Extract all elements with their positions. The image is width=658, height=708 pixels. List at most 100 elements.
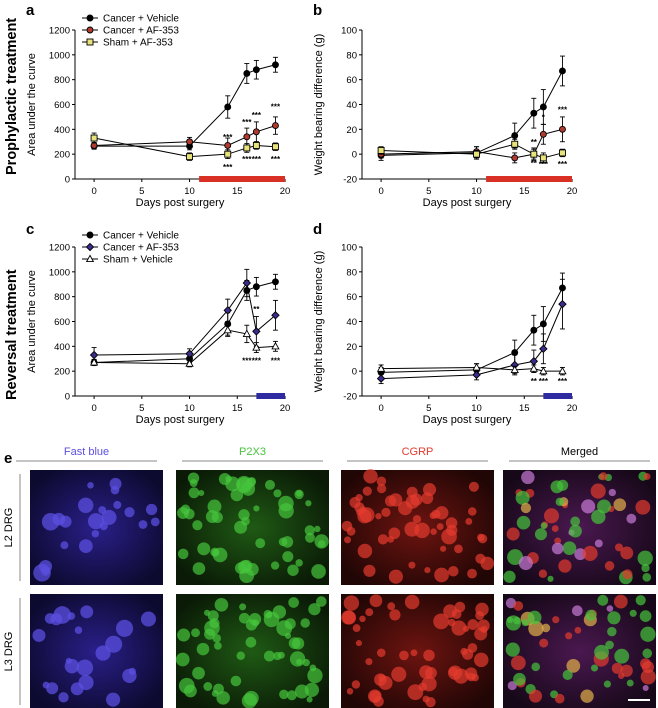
micrograph-cell	[543, 508, 560, 524]
micrograph-cell	[528, 620, 544, 637]
chart-d-xlabel: Days post surgery	[423, 414, 512, 426]
micrograph-cell	[214, 641, 222, 650]
micrograph-cell	[304, 525, 315, 536]
micrograph-cell	[238, 509, 250, 521]
chart-d-data-point	[530, 326, 538, 334]
micrograph-cell	[76, 659, 94, 676]
micrograph-cell	[384, 495, 397, 507]
chart-a-data-point	[224, 103, 232, 111]
micrograph-cell	[177, 628, 191, 642]
chart-b-xtick-label: 20	[567, 186, 578, 197]
micrograph-cell	[352, 624, 361, 632]
micrograph-cell	[101, 509, 117, 525]
micrograph-cell	[211, 511, 223, 523]
micrograph-cell	[407, 684, 424, 701]
micrograph-cell	[359, 506, 367, 514]
micrograph-cell	[207, 499, 222, 514]
chart-a-xtick-label: 20	[280, 186, 291, 197]
chart-a-xtick-label: 15	[232, 186, 243, 197]
micrograph-cell	[408, 561, 416, 569]
micrograph-cell	[245, 636, 257, 648]
chart-a-significance-label: ***	[223, 163, 233, 172]
chart-c-ytick-label: 1000	[49, 267, 70, 278]
chart-a-data-point	[243, 70, 251, 77]
micrograph-cell	[613, 498, 627, 512]
chart-a-data-point	[252, 66, 260, 74]
chart-b-data-point	[559, 67, 566, 75]
chart-c-significance-label: ***	[242, 357, 252, 366]
chart-a-xtick-label: 5	[139, 186, 144, 197]
micrograph-cell	[507, 681, 517, 691]
micrograph-cell	[637, 550, 653, 566]
micrograph-cell	[585, 609, 597, 621]
micrograph-cell	[639, 610, 652, 622]
micrograph-cell	[355, 640, 362, 647]
chart-b-data-point	[377, 146, 385, 154]
micrograph-cell	[606, 605, 614, 612]
micrograph-image	[30, 594, 163, 708]
chart-d-significance-label: **	[531, 377, 538, 386]
micrograph-cell	[91, 530, 100, 538]
micrograph-cell	[518, 556, 533, 571]
chart-d-data-point	[510, 365, 519, 373]
micrograph-cell	[599, 472, 608, 481]
micrograph-cell	[503, 570, 516, 583]
chart-c-series-1	[89, 268, 280, 363]
micrograph-cell	[620, 546, 634, 560]
micrograph-cell	[569, 524, 582, 538]
micrograph-cell	[507, 549, 524, 566]
micrograph-cell	[106, 692, 121, 707]
chart-c-data-point	[242, 329, 251, 337]
chart-a-data-point	[252, 142, 260, 149]
chart-c-significance-label: ***	[252, 357, 262, 366]
chart-c-legend-label: Cancer + AF-353	[103, 243, 179, 254]
chart-a-legend-label: Cancer + AF-353	[103, 26, 179, 37]
chart-a-data-point	[243, 144, 251, 152]
micrograph-cell	[404, 521, 420, 537]
micrograph-cell	[294, 684, 309, 699]
micrograph-cell	[278, 503, 294, 519]
chart-c-data-point	[89, 350, 99, 360]
panel-letter-e: e	[4, 450, 12, 467]
micrograph-cell	[278, 537, 288, 547]
micrograph-cell	[210, 547, 220, 557]
side-label-prophylactic: Prophylactic treatment	[4, 18, 20, 175]
chart-c-data-point	[223, 306, 232, 315]
chart-a-xlabel: Days post surgery	[136, 197, 225, 209]
chart-c-series-2	[89, 323, 280, 368]
chart-c-data-point	[185, 359, 194, 367]
micrograph-cell	[451, 609, 462, 619]
micrograph-cell	[613, 594, 628, 609]
chart-c-data-point	[252, 327, 261, 336]
micrograph-cell	[404, 594, 420, 610]
micrograph-cell	[287, 564, 299, 576]
chart-a-significance-label: ***	[252, 111, 262, 120]
micrograph-cell	[300, 618, 310, 628]
chart-d-xtick-label: 15	[519, 403, 530, 414]
chart-d-series-line	[381, 287, 563, 373]
micrograph-cell	[307, 667, 323, 684]
micrograph-cell	[263, 650, 275, 662]
micrograph-cell	[264, 479, 276, 490]
micrograph-cell	[446, 524, 458, 536]
chart-a-significance-label: ***	[252, 155, 262, 164]
micrograph-cell	[447, 665, 463, 680]
micrograph-cell	[346, 688, 354, 695]
micrograph-cell	[421, 676, 437, 692]
micrograph-cell	[376, 483, 387, 494]
micrograph-cell	[640, 669, 656, 685]
chart-a-legend-marker	[86, 14, 94, 22]
micrograph-cell	[468, 481, 479, 492]
micrograph-cell	[184, 684, 197, 698]
micrograph-cell	[196, 642, 210, 656]
micrograph-cell	[314, 525, 321, 533]
chart-c-data-point	[271, 341, 280, 350]
chart-c-data-point	[223, 325, 232, 334]
chart-a-ylabel: Area under the curve	[26, 53, 38, 156]
chart-c-series-0	[90, 273, 279, 367]
micrograph-cell	[373, 696, 384, 707]
chart-c-ytick-label: 1200	[49, 243, 70, 254]
chart-c-xtick-label: 15	[232, 403, 243, 414]
micrograph-cell	[376, 648, 386, 658]
micrograph-cell	[582, 545, 598, 561]
